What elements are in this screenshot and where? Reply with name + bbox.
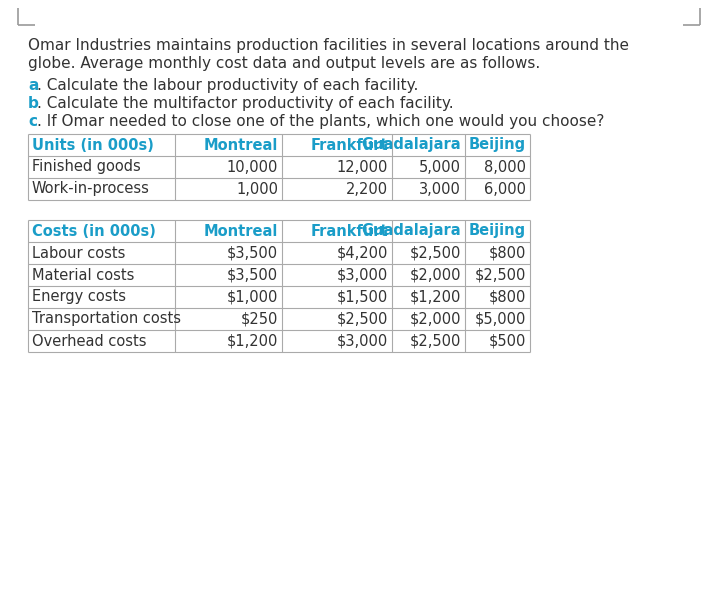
Text: $1,500: $1,500	[337, 290, 388, 305]
Text: Frankfurt: Frankfurt	[310, 224, 388, 239]
Text: $3,000: $3,000	[337, 334, 388, 349]
Text: . Calculate the labour productivity of each facility.: . Calculate the labour productivity of e…	[37, 78, 418, 93]
Text: 8,000: 8,000	[484, 159, 526, 174]
Text: $2,500: $2,500	[337, 312, 388, 327]
Text: $1,200: $1,200	[410, 290, 461, 305]
Text: $2,000: $2,000	[410, 312, 461, 327]
Text: . Calculate the multifactor productivity of each facility.: . Calculate the multifactor productivity…	[37, 96, 454, 111]
Text: Units (in 000s): Units (in 000s)	[32, 137, 154, 152]
Text: Guadalajara: Guadalajara	[361, 224, 461, 239]
Text: 2,200: 2,200	[346, 181, 388, 196]
Text: $1,200: $1,200	[227, 334, 278, 349]
Text: Overhead costs: Overhead costs	[32, 334, 146, 349]
Text: $4,200: $4,200	[337, 246, 388, 261]
Text: $3,500: $3,500	[227, 246, 278, 261]
Text: $3,500: $3,500	[227, 268, 278, 283]
Text: $2,000: $2,000	[410, 268, 461, 283]
Text: $3,000: $3,000	[337, 268, 388, 283]
Text: 6,000: 6,000	[484, 181, 526, 196]
Text: Energy costs: Energy costs	[32, 290, 126, 305]
Text: 10,000: 10,000	[227, 159, 278, 174]
Text: $2,500: $2,500	[474, 268, 526, 283]
Text: . If Omar needed to close one of the plants, which one would you choose?: . If Omar needed to close one of the pla…	[37, 114, 604, 129]
Text: Work-in-process: Work-in-process	[32, 181, 150, 196]
Text: Frankfurt: Frankfurt	[310, 137, 388, 152]
Text: globe. Average monthly cost data and output levels are as follows.: globe. Average monthly cost data and out…	[28, 56, 540, 71]
Text: Beijing: Beijing	[469, 224, 526, 239]
Text: Montreal: Montreal	[204, 224, 278, 239]
Text: Beijing: Beijing	[469, 137, 526, 152]
Text: $800: $800	[489, 246, 526, 261]
Text: Costs (in 000s): Costs (in 000s)	[32, 224, 156, 239]
Text: Labour costs: Labour costs	[32, 246, 125, 261]
Text: Guadalajara: Guadalajara	[361, 137, 461, 152]
Text: Material costs: Material costs	[32, 268, 135, 283]
Text: 12,000: 12,000	[337, 159, 388, 174]
Text: 3,000: 3,000	[419, 181, 461, 196]
Text: $500: $500	[489, 334, 526, 349]
Text: $2,500: $2,500	[410, 246, 461, 261]
Text: Omar Industries maintains production facilities in several locations around the: Omar Industries maintains production fac…	[28, 38, 629, 53]
Text: $5,000: $5,000	[474, 312, 526, 327]
Text: Transportation costs: Transportation costs	[32, 312, 181, 327]
Text: 5,000: 5,000	[419, 159, 461, 174]
Text: b: b	[28, 96, 39, 111]
Text: $2,500: $2,500	[410, 334, 461, 349]
Text: $800: $800	[489, 290, 526, 305]
Text: $250: $250	[240, 312, 278, 327]
Text: Finished goods: Finished goods	[32, 159, 140, 174]
Text: $1,000: $1,000	[227, 290, 278, 305]
Text: a: a	[28, 78, 38, 93]
Text: Montreal: Montreal	[204, 137, 278, 152]
Text: c: c	[28, 114, 37, 129]
Text: 1,000: 1,000	[236, 181, 278, 196]
